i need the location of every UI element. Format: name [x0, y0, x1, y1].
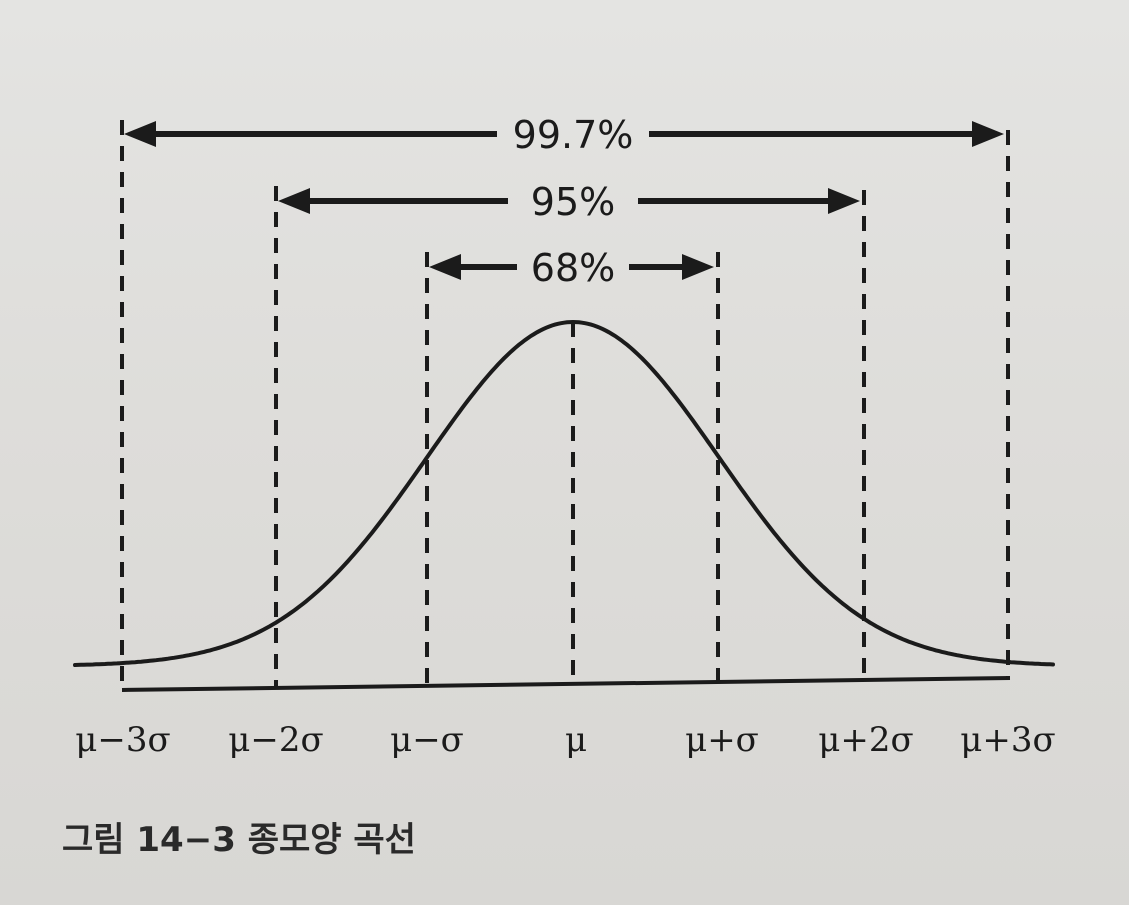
- range-arrowhead-left: [278, 188, 310, 214]
- range-arrowhead-left: [429, 254, 461, 280]
- percentage-ranges: 99.7% 95% 68%: [124, 113, 1004, 290]
- sigma-tick-label: μ−2σ: [228, 720, 323, 760]
- sigma-tick-label: μ+3σ: [960, 720, 1055, 760]
- sigma-guide-lines: [120, 120, 1010, 690]
- sigma-tick-label: μ+2σ: [818, 720, 913, 760]
- sigma-tick-label: μ−3σ: [75, 720, 170, 760]
- range-arrowhead-left: [124, 121, 156, 147]
- range-arrowhead-right: [682, 254, 714, 280]
- range-percent-label: 99.7%: [513, 113, 634, 157]
- sigma-tick-labels: μ−3σ μ−2σ μ−σ μ μ+σ μ+2σ μ+3σ: [75, 720, 1055, 760]
- sigma-tick-label: μ−σ: [390, 720, 464, 760]
- range-percent-label: 95%: [531, 180, 615, 224]
- x-axis-baseline: [121, 676, 1011, 692]
- sigma-tick-label: μ+σ: [685, 720, 759, 760]
- range-arrowhead-right: [972, 121, 1004, 147]
- range-percent-label: 68%: [531, 246, 615, 290]
- sigma-tick-label: μ: [565, 720, 587, 760]
- range-arrowhead-right: [828, 188, 860, 214]
- figure-caption: 그림 14−3 종모양 곡선: [62, 820, 416, 860]
- normal-curve: [73, 319, 1055, 667]
